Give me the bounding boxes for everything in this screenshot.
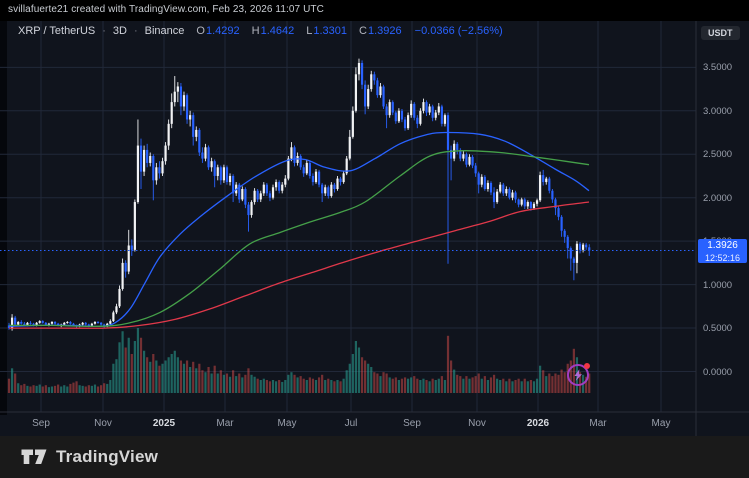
symbol-title[interactable]: XRP / TetherUS: [18, 25, 96, 37]
streak-badge[interactable]: [566, 363, 590, 387]
time-axis-label: Nov: [94, 418, 112, 429]
interval-label[interactable]: 3D: [112, 25, 127, 37]
ohlc-open: O1.4292: [196, 25, 240, 37]
candlestick-plot[interactable]: [0, 21, 749, 436]
chart-legend: XRP / TetherUS · 3D · Binance O1.4292 H1…: [18, 25, 503, 37]
ma-fast: [8, 131, 590, 328]
ohlc-high: H1.4642: [251, 25, 295, 37]
price-axis-label: 3.0000: [703, 105, 733, 117]
time-axis[interactable]: Sep Nov 2025 Mar May Jul Sep Nov 2026 Mar May: [0, 412, 749, 436]
bar-countdown: 12:52:16: [704, 253, 741, 263]
time-axis-label: Mar: [216, 418, 234, 429]
currency-toggle-usdt[interactable]: USDT: [701, 26, 740, 40]
chart-left-margin: [0, 21, 7, 415]
time-axis-label: Jul: [344, 418, 358, 429]
streak-ring: [567, 364, 589, 386]
separator: ·: [102, 25, 106, 37]
price-axis-label: 3.5000: [703, 62, 733, 74]
brand-text: TradingView: [56, 446, 159, 466]
separator: ·: [133, 25, 138, 37]
tv-logo-icon: [21, 449, 47, 464]
price-axis-label: 2.5000: [703, 149, 733, 161]
price-axis-label: 0.5000: [703, 323, 733, 335]
footer-bar: TradingView: [0, 436, 749, 478]
ohlc-close: C1.3926: [359, 25, 402, 37]
attribution-bar: svillafuerte21 created with TradingView.…: [0, 0, 749, 21]
lightning-icon: [574, 369, 582, 381]
ohlc-low: L1.3301: [306, 25, 348, 37]
chart-area[interactable]: XRP / TetherUS · 3D · Binance O1.4292 H1…: [0, 21, 749, 436]
time-axis-year-label: 2025: [152, 418, 176, 429]
time-axis-year-label: 2026: [526, 418, 550, 429]
current-price: 1.3926: [707, 240, 738, 251]
price-axis[interactable]: 3.50003.00002.50002.00001.50001.00000.50…: [697, 21, 749, 412]
price-axis-label: 1.0000: [703, 279, 733, 291]
time-axis-label: Mar: [589, 418, 607, 429]
time-axis-label: Nov: [468, 418, 486, 429]
price-axis-label: 0.0000: [703, 366, 733, 378]
time-axis-label: Sep: [403, 418, 421, 429]
ma-slow: [9, 201, 590, 329]
attribution-text: svillafuerte21 created with TradingView.…: [8, 4, 324, 15]
tradingview-logo[interactable]: TradingView: [20, 446, 158, 467]
change-value: −0.0366 (−2.56%): [414, 25, 503, 37]
exchange-label[interactable]: Binance: [144, 25, 185, 37]
current-price-label: 1.3926 12:52:16: [698, 239, 747, 263]
time-axis-label: May: [651, 418, 671, 429]
time-axis-label: May: [277, 418, 297, 429]
time-axis-label: Sep: [32, 418, 50, 429]
ma-mid: [8, 150, 590, 328]
notification-dot: [584, 363, 590, 369]
price-axis-label: 2.0000: [703, 192, 733, 204]
